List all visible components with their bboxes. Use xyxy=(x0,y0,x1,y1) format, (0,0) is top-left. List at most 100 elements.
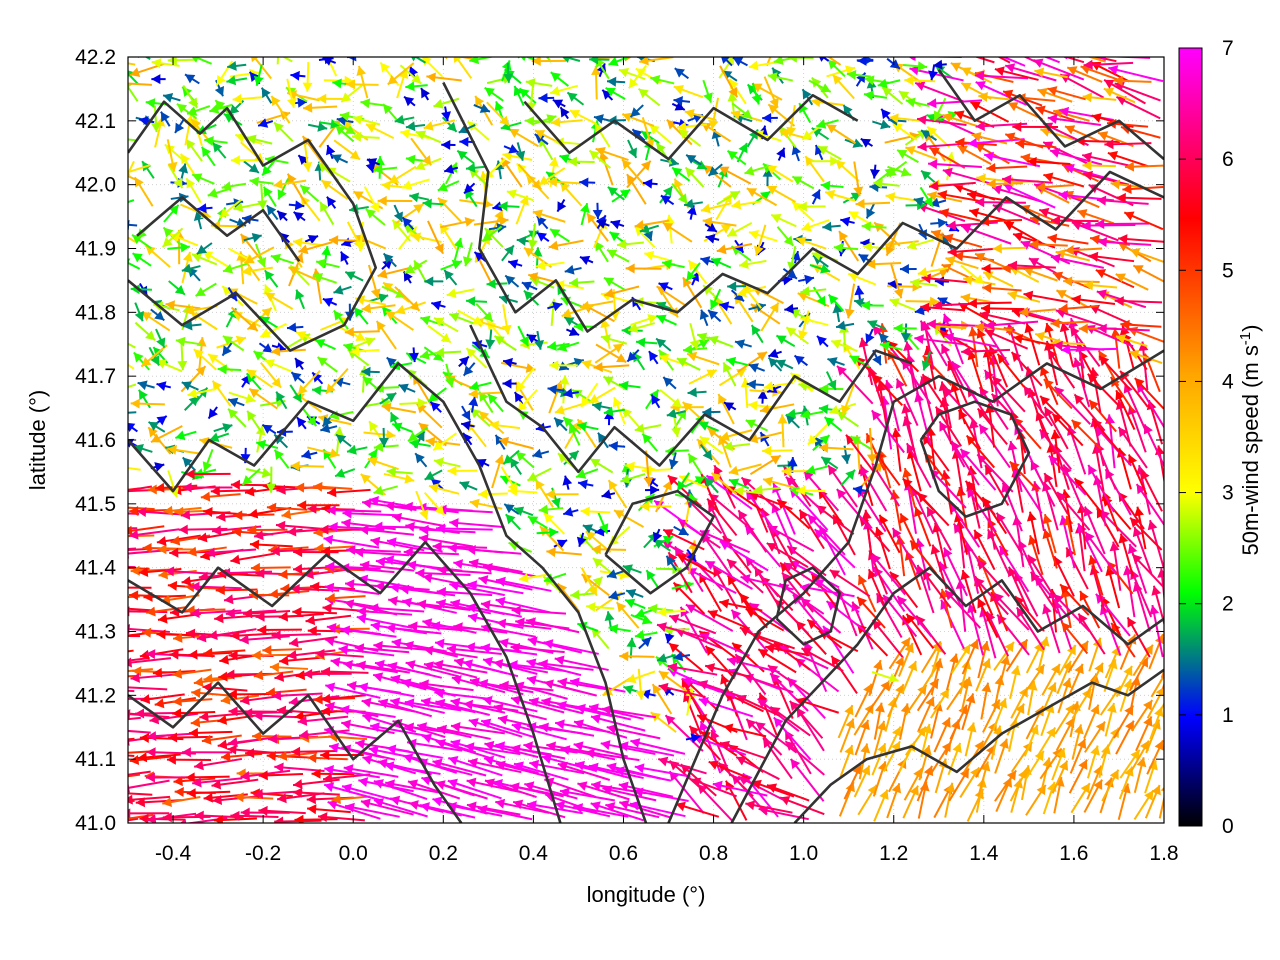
wind-vector xyxy=(450,722,505,735)
wind-vector-head xyxy=(266,687,276,698)
wind-vector-shaft xyxy=(559,789,616,802)
wind-vector xyxy=(1146,686,1164,719)
wind-vector xyxy=(339,705,396,718)
wind-vector-head xyxy=(93,800,103,810)
wind-vector xyxy=(245,748,291,759)
wind-vector-head xyxy=(736,756,747,766)
wind-vector-head xyxy=(773,717,784,728)
wind-vector xyxy=(697,680,747,700)
wind-vector xyxy=(569,677,626,693)
wind-vector xyxy=(735,756,780,781)
wind-vector-shaft xyxy=(1165,767,1180,800)
wind-vector-head xyxy=(450,722,461,732)
wind-vector xyxy=(1115,720,1135,755)
wind-vector-head xyxy=(342,783,353,794)
wind-vector xyxy=(128,686,168,691)
wind-vector-head xyxy=(959,768,969,779)
wind-vector xyxy=(698,697,754,718)
wind-vector xyxy=(1069,738,1087,774)
wind-vector-head xyxy=(451,675,462,685)
wind-vector-head xyxy=(755,722,766,732)
wind-vector xyxy=(510,695,565,714)
wind-vector xyxy=(185,772,230,783)
wind-vector-head xyxy=(770,673,781,684)
wind-vector xyxy=(980,682,992,720)
wind-vector-shaft xyxy=(436,726,491,740)
wind-vector xyxy=(618,741,675,757)
wind-vector-head xyxy=(420,802,430,812)
wind-vector-head xyxy=(373,672,384,682)
wind-vector xyxy=(766,783,810,802)
wind-vector xyxy=(1051,747,1066,781)
wind-vector-head xyxy=(590,801,601,811)
wind-vector-head xyxy=(358,777,369,787)
wind-vector xyxy=(509,782,564,798)
wind-vector-head xyxy=(484,740,495,751)
wind-vector-head xyxy=(252,731,262,742)
wind-vector-shaft xyxy=(128,675,136,678)
wind-vector-shaft xyxy=(358,684,415,698)
wind-vector-head xyxy=(1034,750,1044,762)
wind-vector xyxy=(1133,757,1147,794)
wind-vector xyxy=(511,722,567,741)
wind-vector-head xyxy=(180,818,187,823)
wind-vector xyxy=(948,767,970,802)
wind-vector-head xyxy=(790,758,801,770)
wind-vector-head xyxy=(757,698,768,709)
wind-vector-head xyxy=(181,747,191,758)
wind-vector-shaft xyxy=(417,760,473,776)
wind-vector-head xyxy=(658,671,670,681)
wind-vector-head xyxy=(146,814,157,823)
wind-vector-head xyxy=(91,737,100,747)
wind-vector-head xyxy=(421,697,431,708)
wind-vector-head xyxy=(1109,769,1119,780)
wind-vector-head xyxy=(574,760,585,771)
wind-vector-head xyxy=(1000,655,1011,666)
wind-vector xyxy=(873,702,885,740)
wind-vector-shaft xyxy=(480,719,536,739)
wind-vector xyxy=(404,698,462,712)
wind-vector xyxy=(234,792,274,803)
wind-vector xyxy=(450,739,506,759)
wind-vector-head xyxy=(341,719,352,730)
wind-vector-head xyxy=(719,740,730,751)
wind-vector-head xyxy=(1143,716,1153,727)
wind-vector-head xyxy=(361,697,372,708)
wind-vector-head xyxy=(135,797,146,808)
wind-vector-head xyxy=(276,705,287,716)
wind-vector-head xyxy=(145,772,155,783)
wind-vector-shaft xyxy=(369,724,427,737)
wind-vector xyxy=(837,704,854,739)
wind-vector-head xyxy=(1006,770,1017,781)
wind-vector-head xyxy=(258,805,268,816)
wind-vector-head xyxy=(478,679,489,689)
wind-vector-head xyxy=(313,694,323,705)
wind-vector xyxy=(274,762,325,773)
wind-vector-head xyxy=(271,690,282,701)
wind-vector-head xyxy=(618,781,629,792)
wind-vector-head xyxy=(385,779,395,790)
wind-vector-shaft xyxy=(464,744,521,756)
wind-vector xyxy=(1104,702,1117,737)
wind-vector xyxy=(975,658,991,692)
wind-vector xyxy=(573,741,628,758)
wind-vector-head xyxy=(466,777,477,788)
wind-vector xyxy=(265,687,307,698)
wind-vector-head xyxy=(590,713,601,724)
wind-vector-head xyxy=(1140,740,1149,751)
wind-vector-head xyxy=(529,697,540,707)
wind-vector xyxy=(745,718,783,756)
wind-vector xyxy=(905,726,927,756)
wind-vector-shaft xyxy=(468,719,523,738)
wind-vector-head xyxy=(845,718,855,729)
wind-vector xyxy=(1067,663,1084,699)
wind-vector xyxy=(994,738,1009,774)
wind-vector-head xyxy=(873,660,883,671)
wind-vector-head xyxy=(253,788,264,799)
wind-vector-head xyxy=(329,742,339,753)
wind-vector-head xyxy=(573,719,585,730)
wind-vector-head xyxy=(243,708,253,719)
wind-vector-shaft xyxy=(128,716,141,721)
wind-vector-head xyxy=(1058,760,1069,771)
wind-vector xyxy=(1071,724,1084,760)
